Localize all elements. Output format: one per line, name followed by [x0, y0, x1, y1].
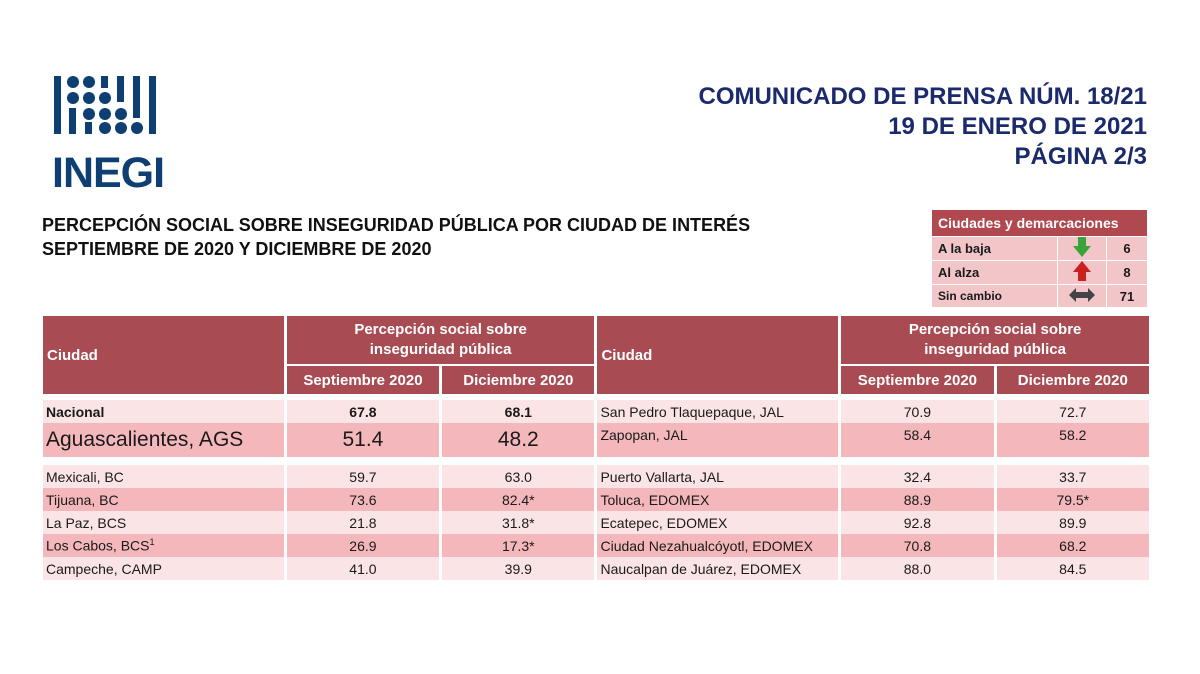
value-dec: 89.9	[996, 511, 1149, 534]
value-dec: 39.9	[442, 557, 595, 580]
col-header-sep: Septiembre 2020	[841, 364, 994, 394]
value-dec: 84.5	[996, 557, 1149, 580]
value-sep: 41.0	[286, 557, 440, 580]
value-dec: 31.8*	[442, 511, 595, 534]
city-cell: Ciudad Nezahualcóyotl, EDOMEX	[597, 534, 839, 557]
city-cell: La Paz, BCS	[43, 511, 284, 534]
value-dec: 72.7	[996, 400, 1149, 423]
col-header-sep: Septiembre 2020	[286, 364, 440, 394]
press-date: 19 DE ENERO DE 2021	[888, 113, 1147, 140]
city-cell: Puerto Vallarta, JAL	[597, 465, 839, 488]
inegi-logo: INEGI	[50, 74, 170, 196]
group-header-line-2: inseguridad pública	[369, 341, 512, 358]
value-sep: 73.6	[286, 488, 440, 511]
value-sep: 88.0	[841, 557, 994, 580]
legend-table: Ciudades y demarcaciones A la baja 6 Al …	[931, 209, 1148, 308]
city-cell: San Pedro Tlaquepaque, JAL	[597, 400, 839, 423]
value-dec: 17.3*	[442, 534, 595, 557]
value-sep: 67.8	[286, 400, 440, 423]
legend-label-up: Al alza	[931, 260, 1058, 285]
value-sep: 92.8	[841, 511, 994, 534]
value-sep: 58.4	[841, 423, 994, 457]
city-name: Los Cabos, BCS	[46, 537, 150, 554]
value-sep: 59.7	[286, 465, 440, 488]
legend-icon-cell	[1057, 236, 1107, 261]
down-arrow-icon	[1073, 237, 1091, 257]
legend-label-nochange: Sin cambio	[931, 284, 1058, 308]
city-cell: Zapopan, JAL	[597, 423, 839, 457]
city-cell: Mexicali, BC	[43, 465, 284, 488]
group-header-line-1: Percepción social sobre	[908, 321, 1082, 338]
city-header-left: Ciudad	[43, 316, 284, 394]
legend-header: Ciudades y demarcaciones	[931, 209, 1148, 237]
legend-count-down: 6	[1106, 236, 1148, 261]
group-header-right: Percepción social sobre inseguridad públ…	[841, 316, 1149, 364]
group-header-line-1: Percepción social sobre	[354, 321, 527, 338]
group-header-line-2: inseguridad pública	[924, 341, 1066, 358]
press-number: COMUNICADO DE PRENSA NÚM. 18/21	[698, 83, 1147, 110]
press-page: PÁGINA 2/3	[1014, 143, 1147, 170]
table-row: La Paz, BCS 21.8 31.8* Ecatepec, EDOMEX …	[43, 511, 1149, 534]
value-dec: 68.2	[996, 534, 1149, 557]
title-line-1: PERCEPCIÓN SOCIAL SOBRE INSEGURIDAD PÚBL…	[42, 215, 751, 235]
legend-count-nochange: 71	[1106, 284, 1148, 308]
up-arrow-icon	[1073, 261, 1091, 281]
legend-icon-cell	[1057, 260, 1107, 285]
city-cell: Naucalpan de Juárez, EDOMEX	[597, 557, 839, 580]
table-row: Nacional 67.8 68.1 San Pedro Tlaquepaque…	[43, 400, 1149, 423]
value-sep: 70.9	[841, 400, 994, 423]
city-cell: Aguascalientes, AGS	[43, 423, 284, 457]
value-dec: 82.4*	[442, 488, 595, 511]
value-sep: 70.8	[841, 534, 994, 557]
city-cell: Toluca, EDOMEX	[597, 488, 839, 511]
table-row: Mexicali, BC 59.7 63.0 Puerto Vallarta, …	[43, 465, 1149, 488]
value-sep: 26.9	[286, 534, 440, 557]
col-header-dec: Diciembre 2020	[996, 364, 1149, 394]
city-cell: Los Cabos, BCS1	[43, 534, 284, 557]
value-dec: 79.5*	[996, 488, 1149, 511]
city-header-right: Ciudad	[597, 316, 839, 394]
table-row: Campeche, CAMP 41.0 39.9 Naucalpan de Ju…	[43, 557, 1149, 580]
value-sep: 88.9	[841, 488, 994, 511]
table-row: Aguascalientes, AGS 51.4 48.2 Zapopan, J…	[43, 423, 1149, 457]
legend-count-up: 8	[1106, 260, 1148, 285]
value-dec: 58.2	[996, 423, 1149, 457]
city-cell: Nacional	[43, 400, 284, 423]
table-row: Tijuana, BC 73.6 82.4* Toluca, EDOMEX 88…	[43, 488, 1149, 511]
logo-wordmark: INEGI	[52, 149, 165, 197]
footnote-marker: 1	[149, 537, 155, 548]
press-header: COMUNICADO DE PRENSA NÚM. 18/21 19 DE EN…	[698, 82, 1147, 172]
value-dec: 68.1	[442, 400, 595, 423]
table-row: Los Cabos, BCS1 26.9 17.3* Ciudad Nezahu…	[43, 534, 1149, 557]
city-cell: Ecatepec, EDOMEX	[597, 511, 839, 534]
data-table: Ciudad Percepción social sobre insegurid…	[40, 316, 1152, 580]
city-cell: Tijuana, BC	[43, 488, 284, 511]
city-cell: Campeche, CAMP	[43, 557, 284, 580]
title-line-2: SEPTIEMBRE DE 2020 Y DICIEMBRE DE 2020	[42, 239, 432, 259]
group-header-left: Percepción social sobre inseguridad públ…	[286, 316, 595, 364]
col-header-dec: Diciembre 2020	[442, 364, 595, 394]
page-title: PERCEPCIÓN SOCIAL SOBRE INSEGURIDAD PÚBL…	[42, 213, 750, 261]
double-arrow-icon	[1069, 287, 1095, 302]
logo-dots-icon	[54, 76, 156, 134]
value-sep: 21.8	[286, 511, 440, 534]
value-sep: 51.4	[286, 423, 440, 457]
legend-label-down: A la baja	[931, 236, 1058, 261]
value-dec: 33.7	[996, 465, 1149, 488]
value-dec: 63.0	[442, 465, 595, 488]
legend-icon-cell	[1057, 284, 1107, 308]
value-sep: 32.4	[841, 465, 994, 488]
value-dec: 48.2	[442, 423, 595, 457]
